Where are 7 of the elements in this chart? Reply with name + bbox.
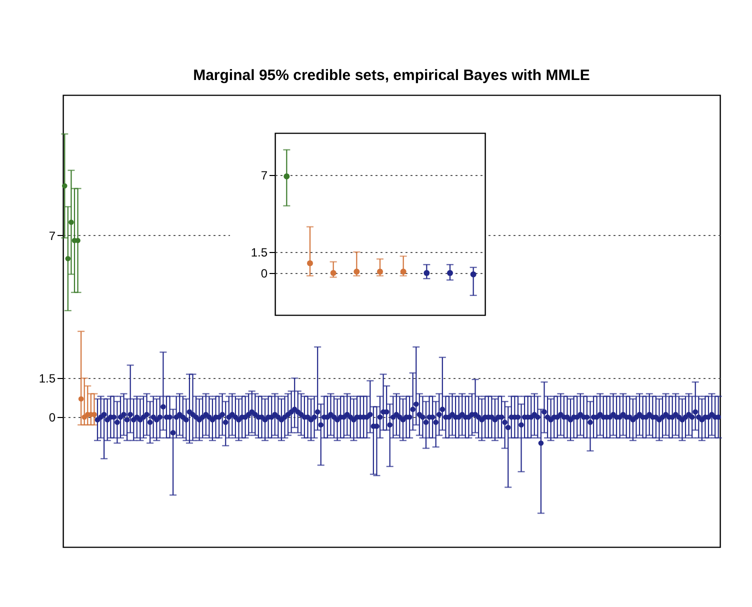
y-tick-label: 1.5 [250,246,268,260]
y-tick-label: 7 [260,168,268,182]
chart-title: Marginal 95% credible sets, empirical Bayes with MMLE [193,67,590,84]
y-tick-label: 0 [260,266,268,280]
y-tick-label: 1.5 [38,372,56,386]
y-tick-label: 0 [48,410,56,425]
y-tick-label: 7 [48,228,56,243]
